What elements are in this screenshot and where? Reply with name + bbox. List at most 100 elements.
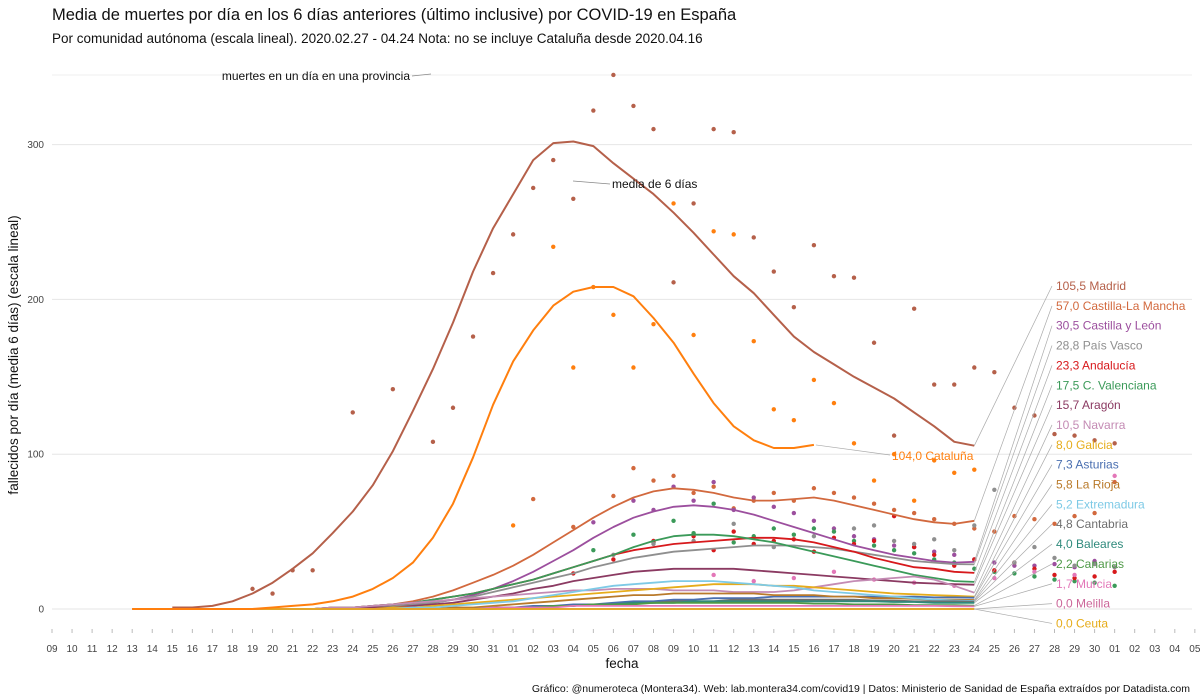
x-tick-label: 01: [1109, 644, 1121, 655]
data-point: [1092, 574, 1097, 579]
data-point: [1072, 575, 1077, 581]
data-point: [671, 201, 676, 206]
data-point: [751, 578, 756, 584]
series-line: [132, 286, 815, 610]
data-point: [911, 544, 917, 550]
x-tick-label: 13: [127, 644, 139, 655]
data-point: [731, 130, 736, 135]
data-point: [992, 369, 997, 375]
y-tick-label: 0: [38, 605, 44, 616]
data-point: [1112, 473, 1117, 479]
x-tick-label: 19: [247, 644, 259, 655]
data-point: [811, 486, 817, 491]
data-point: [711, 479, 716, 485]
data-point: [531, 496, 536, 502]
x-tick-label: 25: [989, 644, 1001, 655]
data-point: [1092, 561, 1097, 567]
x-tick-label: 29: [447, 644, 459, 655]
data-point: [571, 365, 576, 370]
label-leader: [974, 484, 1053, 601]
axis-ticks: 09 10 11 12 13 14 15 16 17 18 19 20 21 22 23 24 25 26 27 28…: [27, 140, 1200, 655]
x-tick-label: 10: [66, 644, 78, 655]
x-tick-label: 04: [568, 644, 580, 655]
data-point: [891, 547, 897, 553]
data-point: [932, 517, 937, 522]
data-point: [691, 201, 696, 206]
data-point: [711, 501, 716, 506]
series-label: 104,0 Cataluña: [892, 449, 974, 463]
data-point: [631, 532, 636, 537]
data-point: [831, 400, 837, 406]
x-tick-label: 22: [307, 644, 319, 655]
data-point: [1072, 578, 1077, 584]
x-tick-label: 03: [1149, 644, 1161, 655]
data-point: [450, 405, 456, 410]
data-point: [851, 538, 857, 544]
annotation-line: media de 6 días: [572, 177, 697, 191]
data-point: [1012, 513, 1017, 519]
data-point: [831, 529, 837, 534]
y-tick-label: 100: [27, 450, 44, 461]
data-point: [771, 407, 776, 412]
data-point: [791, 417, 797, 423]
data-point: [791, 510, 797, 516]
data-point: [1052, 521, 1057, 527]
data-point: [671, 518, 676, 523]
data-point: [711, 484, 716, 489]
data-point: [871, 501, 877, 506]
data-point: [711, 572, 716, 578]
x-tick-label: 27: [1029, 644, 1041, 655]
series-label: 17,5 C. Valenciana: [1056, 378, 1157, 392]
data-point: [631, 103, 636, 109]
data-point: [851, 275, 857, 280]
data-point: [932, 549, 937, 554]
data-point: [791, 532, 797, 537]
label-leader: [974, 543, 1053, 604]
label-leader: [973, 365, 1053, 574]
data-point: [992, 487, 997, 493]
x-tick-label: 05: [1189, 644, 1200, 655]
data-point: [831, 569, 837, 575]
data-point: [952, 547, 957, 553]
data-point: [932, 552, 937, 558]
data-point: [671, 473, 676, 479]
data-point: [932, 537, 937, 542]
data-point: [1032, 566, 1037, 571]
x-tick-label: 21: [287, 644, 299, 655]
data-point: [250, 586, 255, 592]
data-point: [611, 557, 616, 562]
label-leader: [973, 424, 1053, 593]
data-point: [270, 591, 275, 596]
data-point: [952, 382, 957, 387]
data-point: [911, 498, 917, 503]
data-point: [811, 534, 817, 539]
x-tick-label: 28: [1049, 644, 1061, 655]
data-point: [490, 270, 496, 276]
data-point: [1012, 560, 1017, 565]
data-point: [771, 526, 776, 531]
data-point: [571, 196, 576, 201]
x-tick-label: 02: [1129, 644, 1141, 655]
x-tick-label: 28: [427, 644, 439, 655]
x-tick-label: 11: [87, 644, 98, 655]
data-point: [631, 498, 636, 503]
x-tick-label: 13: [748, 644, 760, 655]
label-leader: [974, 603, 1053, 610]
data-point: [791, 304, 797, 310]
series-label: 4,8 Cantabria: [1056, 517, 1128, 531]
data-point: [1032, 517, 1037, 522]
data-point: [851, 495, 857, 500]
x-tick-label: 09: [668, 644, 680, 655]
series-label: 28,8 País Vasco: [1056, 339, 1143, 353]
x-tick-label: 23: [327, 644, 339, 655]
data-point: [891, 507, 897, 513]
data-point: [651, 126, 656, 132]
series-label: 5,8 La Rioja: [1056, 478, 1120, 492]
data-point: [731, 529, 736, 534]
x-tick-label: 16: [808, 644, 820, 655]
series-line: [172, 140, 975, 609]
x-tick-label: 26: [387, 644, 399, 655]
data-point: [1072, 572, 1077, 578]
x-tick-label: 15: [167, 644, 179, 655]
